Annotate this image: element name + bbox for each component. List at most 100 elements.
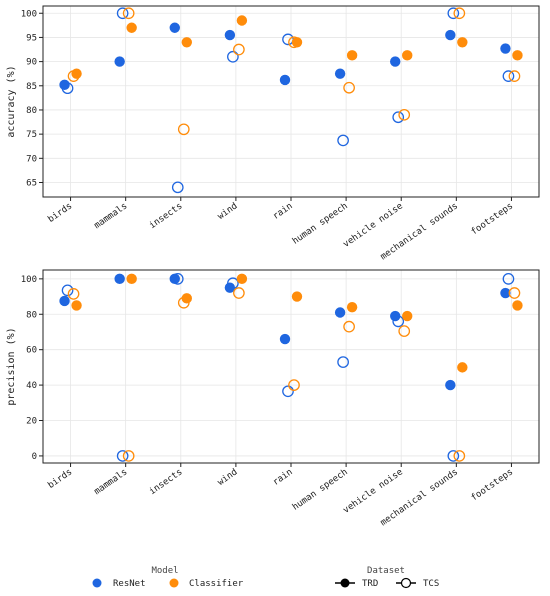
y-tick-label: 100: [21, 9, 37, 19]
x-tick-label-human-speech: human speech: [291, 467, 350, 512]
legend-trd-label: TRD: [362, 579, 378, 589]
y-tick-label: 95: [26, 33, 37, 43]
point-resnet-trd-footsteps: [500, 43, 511, 54]
x-tick-label-human-speech: human speech: [291, 201, 350, 246]
point-classifier-tcs-birds: [67, 70, 80, 82]
x-tick-label-footsteps: footsteps: [469, 201, 515, 237]
x-tick-label-wind: wind: [216, 467, 240, 488]
point-classifier-tcs-birds: [67, 288, 80, 300]
point-resnet-tcs-footsteps: [502, 70, 515, 82]
x-tick-label-footsteps: footsteps: [469, 467, 515, 503]
point-resnet-tcs-mechanical-sounds: [447, 7, 460, 20]
point-classifier-tcs-insects: [177, 296, 190, 309]
point-resnet-tcs-rain: [282, 33, 294, 46]
y-tick-label: 0: [32, 452, 37, 462]
point-classifier-tcs-vehicle-noise: [398, 325, 411, 337]
point-classifier-trd-rain: [291, 291, 303, 302]
point-classifier-tcs-wind: [233, 43, 245, 56]
point-resnet-tcs-birds: [61, 82, 74, 95]
y-tick-label: 40: [26, 381, 37, 391]
point-classifier-trd-rain: [291, 37, 303, 48]
legend-trd-marker: [340, 578, 350, 588]
point-classifier-tcs-rain: [288, 379, 300, 391]
point-resnet-tcs-insects: [171, 181, 184, 194]
point-classifier-tcs-mechanical-sounds: [453, 7, 466, 20]
point-resnet-trd-footsteps: [500, 287, 511, 299]
point-classifier-tcs-mammals: [122, 7, 135, 20]
point-classifier-tcs-footsteps: [508, 70, 521, 82]
point-resnet-trd-insects: [169, 273, 180, 285]
point-classifier-trd-mechanical-sounds: [457, 362, 468, 373]
x-tick-label-mammals: mammals: [93, 467, 130, 497]
legend-model-title: Model: [151, 566, 178, 576]
point-resnet-trd-human-speech: [334, 68, 346, 79]
y-axis-label: accuracy (%): [6, 65, 17, 137]
point-resnet-tcs-wind: [227, 50, 239, 63]
legend: Model ResNet Classifier Dataset TRD TCS: [92, 566, 439, 589]
point-classifier-tcs-mechanical-sounds: [453, 450, 466, 462]
point-resnet-tcs-mammals: [116, 7, 129, 20]
point-resnet-tcs-wind: [227, 277, 239, 290]
point-classifier-trd-vehicle-noise: [402, 310, 413, 322]
point-resnet-trd-human-speech: [334, 307, 346, 318]
y-tick-label: 80: [26, 310, 37, 320]
point-resnet-tcs-human-speech: [337, 356, 349, 368]
point-classifier-trd-mechanical-sounds: [457, 37, 468, 48]
legend-tcs-label: TCS: [423, 579, 439, 589]
point-resnet-tcs-insects: [171, 273, 184, 285]
x-tick-label-birds: birds: [46, 467, 74, 491]
y-tick-label: 60: [26, 346, 37, 356]
x-tick-label-insects: insects: [148, 467, 185, 497]
point-resnet-trd-insects: [169, 22, 180, 33]
y-tick-label: 75: [26, 130, 37, 140]
point-classifier-trd-human-speech: [346, 301, 358, 313]
point-classifier-trd-footsteps: [512, 300, 523, 311]
point-classifier-tcs-footsteps: [508, 287, 521, 299]
precision-panel: 0 20 40 60 80 100 birds mammals insects wind rainh…: [6, 269, 540, 528]
x-tick-label-rain: rain: [271, 201, 295, 222]
x-tick-label-birds: birds: [46, 201, 74, 225]
point-resnet-tcs-human-speech: [337, 134, 349, 147]
y-tick-label: 65: [26, 178, 37, 188]
legend-classifier-label: Classifier: [189, 579, 244, 589]
point-resnet-tcs-vehicle-noise: [392, 315, 405, 328]
point-classifier-trd-human-speech: [346, 50, 358, 61]
point-classifier-trd-wind: [236, 273, 248, 285]
x-tick-label-insects: insects: [148, 201, 185, 231]
legend-resnet-marker: [92, 578, 102, 588]
point-resnet-trd-mechanical-sounds: [445, 379, 456, 391]
y-tick-label: 70: [26, 154, 37, 164]
legend-dataset-title: Dataset: [367, 566, 405, 576]
point-resnet-tcs-birds: [61, 284, 74, 297]
point-classifier-tcs-insects: [177, 123, 190, 136]
point-resnet-trd-vehicle-noise: [390, 310, 401, 322]
point-resnet-tcs-mechanical-sounds: [447, 450, 460, 462]
y-tick-label: 80: [26, 106, 37, 116]
point-resnet-tcs-vehicle-noise: [392, 111, 405, 124]
point-resnet-trd-rain: [279, 333, 291, 345]
point-classifier-trd-birds: [71, 68, 82, 79]
legend-resnet-label: ResNet: [113, 579, 146, 589]
x-tick-label-wind: wind: [216, 201, 240, 222]
point-classifier-tcs-human-speech: [343, 81, 355, 94]
point-classifier-trd-insects: [181, 37, 192, 48]
point-classifier-tcs-rain: [288, 36, 300, 49]
point-classifier-trd-footsteps: [512, 50, 523, 61]
point-resnet-trd-mammals: [114, 56, 125, 67]
legend-classifier-marker: [169, 578, 179, 588]
y-tick-label: 20: [26, 417, 37, 427]
legend-tcs-marker: [400, 577, 412, 589]
y-tick-label: 85: [26, 82, 37, 92]
point-resnet-trd-birds: [59, 79, 70, 91]
point-classifier-tcs-vehicle-noise: [398, 108, 411, 121]
point-resnet-trd-wind: [224, 29, 236, 41]
point-resnet-trd-vehicle-noise: [390, 56, 401, 67]
y-tick-label: 100: [21, 275, 37, 285]
point-classifier-trd-birds: [71, 300, 82, 311]
point-classifier-tcs-human-speech: [343, 320, 355, 333]
point-resnet-tcs-rain: [282, 385, 294, 398]
point-resnet-tcs-footsteps: [502, 273, 515, 285]
point-resnet-trd-birds: [59, 295, 70, 307]
point-classifier-trd-wind: [236, 15, 248, 26]
